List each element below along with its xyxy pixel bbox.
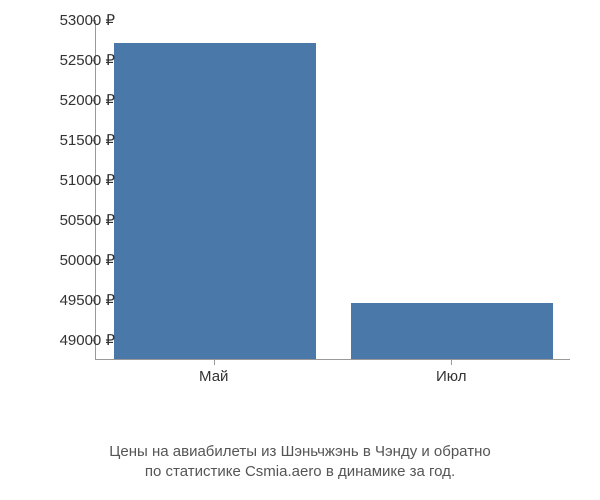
y-tick-label: 52000 ₽ [25,91,115,109]
y-tick-label: 50000 ₽ [25,251,115,269]
bar [351,303,553,359]
y-tick-label: 49000 ₽ [25,331,115,349]
x-tick-label: Май [199,368,228,385]
y-tick-label: 49500 ₽ [25,291,115,309]
bar [114,43,316,359]
plot-area [95,20,570,360]
chart-caption: Цены на авиабилеты из Шэньчжэнь в Чэнду … [0,442,600,483]
caption-line-2: по статистике Csmia.aero в динамике за г… [0,462,600,482]
x-tick-mark [451,360,452,365]
y-tick-label: 53000 ₽ [25,11,115,29]
y-tick-label: 51000 ₽ [25,171,115,189]
x-tick-label: Июл [436,368,466,385]
caption-line-1: Цены на авиабилеты из Шэньчжэнь в Чэнду … [0,442,600,462]
price-chart: Май Июл [95,20,570,400]
y-tick-label: 50500 ₽ [25,211,115,229]
x-tick-mark [214,360,215,365]
y-tick-label: 51500 ₽ [25,131,115,149]
y-tick-label: 52500 ₽ [25,51,115,69]
